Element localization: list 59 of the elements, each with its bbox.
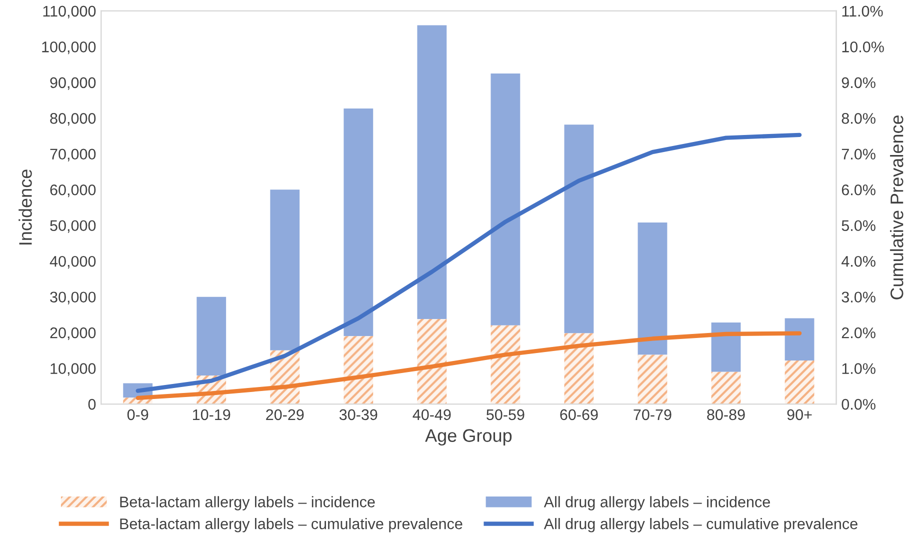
x-tick-label: 70-79 xyxy=(634,409,672,420)
y-tick-label: 10,000 xyxy=(50,363,96,376)
x-tick-label: 90+ xyxy=(787,409,812,420)
bar xyxy=(417,25,447,319)
line-series xyxy=(136,331,802,400)
y-tick-label: 90,000 xyxy=(50,77,96,90)
x-tick-label: 0-9 xyxy=(127,409,148,420)
legend-label: Beta-lactam allergy labels – cumulative prevalence xyxy=(120,518,462,532)
y-tick-label: 30,000 xyxy=(50,292,96,304)
bar xyxy=(344,336,374,404)
y2-tick-label: 8.0% xyxy=(842,113,876,124)
y-tick-label: 50,000 xyxy=(50,220,96,233)
bar xyxy=(638,354,668,404)
y-tick-label: 70,000 xyxy=(50,148,96,162)
y2-tick-label: 0.0% xyxy=(842,398,876,410)
y2-axis-title: Cumulative Prevalence xyxy=(890,115,904,300)
y2-tick-label: 5.0% xyxy=(842,220,876,232)
y2-tick-label: 3.0% xyxy=(842,292,876,303)
y2-tick-label: 6.0% xyxy=(842,184,876,196)
bar xyxy=(196,296,226,376)
y2-tick-label: 9.0% xyxy=(842,77,876,88)
legend-label: Beta-lactam allergy labels – incidence xyxy=(120,496,375,510)
y-tick-label: 20,000 xyxy=(50,327,96,340)
x-tick-label: 10-19 xyxy=(193,409,230,420)
y2-tick-label: 10.0% xyxy=(842,42,884,52)
bar xyxy=(711,372,741,404)
y2-tick-label: 11.0% xyxy=(842,6,883,17)
y-tick-label: 60,000 xyxy=(50,184,96,198)
y-tick-label: 0 xyxy=(88,398,96,410)
x-tick-label: 60-69 xyxy=(560,409,598,420)
x-tick-label: 20-29 xyxy=(266,409,304,420)
y2-tick-label: 1.0% xyxy=(842,363,876,374)
y-tick-label: 80,000 xyxy=(50,113,96,126)
bar xyxy=(564,333,594,404)
y-axis-title: Incidence xyxy=(18,170,32,244)
bar xyxy=(344,108,374,336)
legend-label: All drug allergy labels – cumulative prevalence xyxy=(544,518,858,532)
y-tick-label: 40,000 xyxy=(50,256,96,269)
y-tick-label: 110,000 xyxy=(43,6,96,18)
x-tick-label: 50-59 xyxy=(486,409,524,420)
line-series xyxy=(136,132,802,393)
bar xyxy=(711,322,741,372)
bar xyxy=(490,73,520,326)
legend-label: All drug allergy labels – incidence xyxy=(544,496,770,510)
x-axis-title: Age Group xyxy=(425,429,512,446)
x-tick-label: 80-89 xyxy=(707,409,745,420)
x-tick-label: 40-49 xyxy=(412,409,451,420)
y2-tick-label: 7.0% xyxy=(842,148,876,160)
y2-tick-label: 2.0% xyxy=(842,327,876,338)
y2-tick-label: 4.0% xyxy=(842,256,876,267)
bar xyxy=(490,325,520,404)
bar xyxy=(564,124,594,334)
bar xyxy=(638,222,668,355)
bar xyxy=(270,190,300,350)
bar xyxy=(784,360,814,404)
bar xyxy=(417,318,447,404)
y-tick-label: 100,000 xyxy=(42,42,96,54)
x-tick-label: 30-39 xyxy=(339,409,378,420)
bar xyxy=(784,318,814,360)
